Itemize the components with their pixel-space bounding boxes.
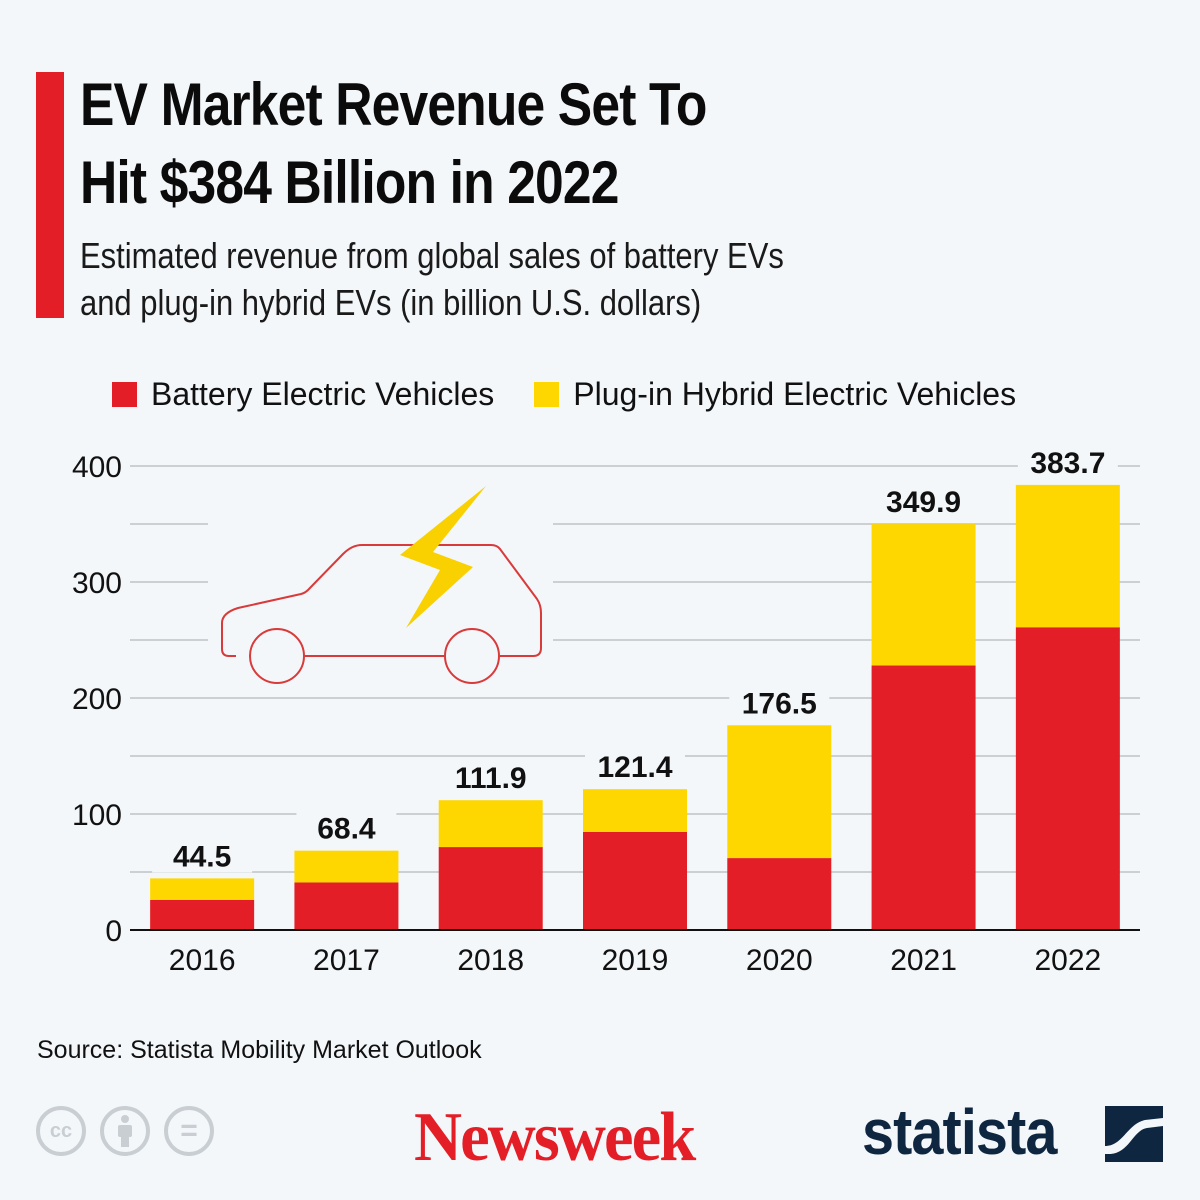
newsweek-logo[interactable]: Newsweek [414,1099,696,1176]
y-tick-label: 300 [72,567,122,600]
legend: Battery Electric Vehicles Plug-in Hybrid… [112,376,1056,413]
legend-label-phev: Plug-in Hybrid Electric Vehicles [573,376,1017,412]
bar-segment-phev [150,878,255,900]
total-value-label: 68.4 [317,813,376,846]
value-label-backdrop [1017,442,1118,479]
legend-item-phev: Plug-in Hybrid Electric Vehicles [534,376,1016,413]
creative-commons-icon[interactable]: cc [36,1106,86,1156]
subtitle-line-1: Estimated revenue from global sales of b… [80,235,784,276]
x-tick-label: 2016 [169,944,236,977]
bar-segment-bev [294,882,399,930]
x-tick-label: 2020 [746,944,813,977]
y-tick-label: 400 [72,451,122,484]
y-axis: 0 100 200 300 400 [72,451,122,948]
y-tick-label: 0 [105,915,122,948]
ev-illustration [208,486,553,688]
total-value-label: 121.4 [597,751,672,784]
value-label-backdrop [296,808,397,845]
bar-segment-phev [294,850,399,883]
value-label-backdrop [729,683,830,720]
x-tick-label: 2022 [1034,944,1101,977]
source-note: Source: Statista Mobility Market Outlook [37,1036,482,1064]
legend-item-bev: Battery Electric Vehicles [112,376,494,413]
total-value-label: 383.7 [1030,447,1105,480]
car-rear-wheel-icon [249,628,305,684]
x-axis: 2016 2017 2018 2019 2020 2021 2022 [130,929,1140,977]
statista-logo[interactable]: statista [862,1096,1057,1168]
person-icon [118,1115,132,1147]
title-line-1: EV Market Revenue Set To [80,71,707,138]
no-derivatives-icon[interactable]: = [164,1106,214,1156]
statista-logo-mark-icon[interactable] [1105,1106,1163,1162]
x-tick-label: 2017 [313,944,380,977]
y-tick-label: 100 [72,799,122,832]
bars [150,484,1120,930]
value-label-backdrop [152,836,253,873]
x-tick-label: 2021 [890,944,957,977]
chart-title: EV Market Revenue Set To Hit $384 Billio… [80,66,707,222]
subtitle-line-2: and plug-in hybrid EVs (in billion U.S. … [80,282,702,323]
bar-segment-phev [1015,484,1120,628]
bar-segment-phev [871,524,976,666]
accent-bar [36,72,64,318]
legend-swatch-phev [534,382,560,407]
lightning-bolt-icon [400,486,486,628]
value-label-backdrop [873,482,974,519]
title-line-2: Hit $384 Billion in 2022 [80,149,619,216]
car-outline-icon [221,544,542,657]
total-value-label: 111.9 [455,762,527,795]
total-value-label: 176.5 [742,687,817,720]
bar-segment-bev [583,831,687,930]
y-tick-label: 200 [72,683,122,716]
stacked-bar-chart: 44.5 68.4 111.9 121.4 176.5 349.9 383.7 0 100 20… [72,442,1140,977]
bar-segment-bev [438,847,543,930]
legend-swatch-bev [112,382,137,407]
bar-segment-bev [150,899,255,930]
bar-segment-bev [871,665,976,930]
value-label-backdrop [585,747,685,784]
chart-subtitle: Estimated revenue from global sales of b… [80,232,784,326]
value-labels: 44.5 68.4 111.9 121.4 176.5 349.9 383.7 [152,442,1118,873]
license-icons: cc = [36,1106,214,1156]
bar-segment-phev [583,789,687,832]
bar-segment-phev [438,800,543,848]
attribution-icon[interactable] [100,1106,150,1156]
bar-segment-phev [727,725,832,859]
bar-segment-bev [1015,627,1120,930]
x-tick-label: 2018 [457,944,524,977]
x-tick-label: 2019 [602,944,669,977]
car-front-wheel-icon [444,628,500,684]
total-value-label: 349.9 [886,486,961,519]
total-value-label: 44.5 [173,840,231,873]
value-label-backdrop [440,758,541,795]
legend-label-bev: Battery Electric Vehicles [151,376,495,412]
bar-segment-bev [727,858,832,930]
